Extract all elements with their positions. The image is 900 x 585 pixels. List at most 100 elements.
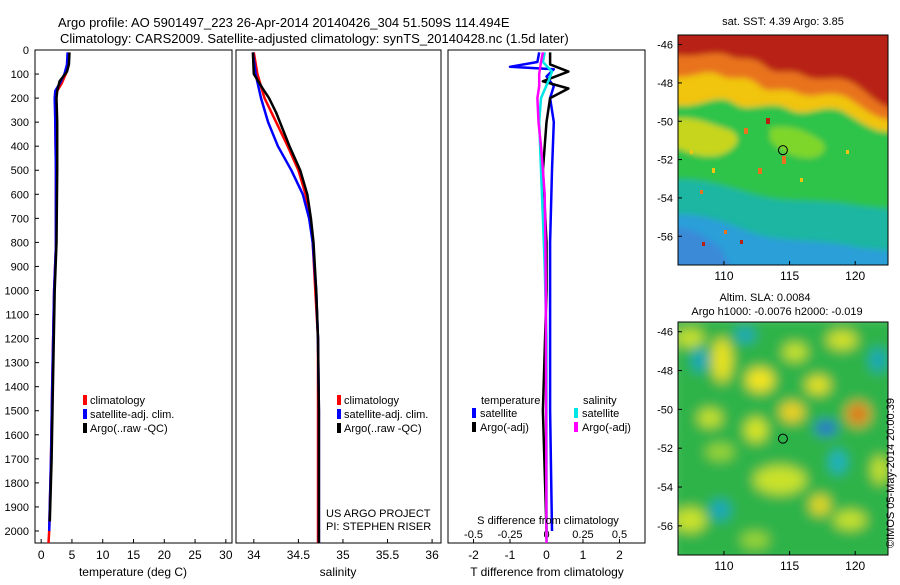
x-tick-label: 35 xyxy=(336,548,350,562)
depth-tick-label: 200 xyxy=(11,93,29,105)
footer-timestamp: ©IMOS 05-May-2014 20:00:39 xyxy=(885,398,897,548)
lat-tick-label: -56 xyxy=(657,231,673,243)
depth-tick-label: 300 xyxy=(11,117,29,129)
sst-map-axes: -46 -48 -50 -52 -54 -56 110 115 120 xyxy=(657,40,865,283)
depth-tick-label: 1300 xyxy=(5,358,29,370)
argo-position-marker xyxy=(777,145,788,156)
legend-argo: Argo(..raw -QC) xyxy=(344,423,422,435)
salinity-x-axis: 34 34.5 35 35.5 36 xyxy=(247,539,439,562)
difference-series xyxy=(508,52,570,544)
lat-tick-label: -48 xyxy=(657,78,673,90)
depth-tick-label: 1900 xyxy=(5,502,29,514)
legend-swatch-s-argo xyxy=(574,422,578,432)
x-tick-label: 34.5 xyxy=(287,548,311,562)
temperature-panel: 0100200300400500600700800900100011001200… xyxy=(5,45,233,579)
s-difference-label: S difference from climatology xyxy=(477,515,619,527)
argo-position-marker xyxy=(777,433,788,444)
legend-swatch-s-satellite xyxy=(574,408,578,418)
x-tick-label: -2 xyxy=(468,548,479,562)
depth-tick-label: 900 xyxy=(11,261,29,273)
x-tick-label: 34 xyxy=(247,548,261,562)
x-tick-label: 25 xyxy=(188,548,202,562)
lon-tick-label: 115 xyxy=(780,559,799,573)
lon-tick-label: 120 xyxy=(845,559,865,573)
sst-map-title: sat. SST: 4.39 Argo: 3.85 xyxy=(722,16,844,28)
x-tick-label: 36 xyxy=(425,548,439,562)
sst-heatmap xyxy=(678,35,888,265)
lat-tick-label: -54 xyxy=(657,193,673,205)
salinity-panel: 34 34.5 35 35.5 36 salinity climatology sate… xyxy=(235,49,442,579)
lon-tick-label: 110 xyxy=(714,269,733,283)
legend-s-satellite: satellite xyxy=(582,408,619,420)
depth-tick-label: 400 xyxy=(11,141,29,153)
lon-tick-label: 110 xyxy=(714,559,733,573)
sla-heatmap xyxy=(678,322,888,555)
legend-climatology: climatology xyxy=(344,395,400,407)
salinity-axes-frame xyxy=(235,49,442,544)
x-tick-label: 10 xyxy=(96,548,110,562)
depth-tick-label: 2000 xyxy=(5,526,29,538)
legend-t-satellite: satellite xyxy=(480,408,517,420)
x-tick-label: 35.5 xyxy=(376,548,400,562)
legend-swatch-satellite xyxy=(337,409,341,419)
header-line-2: Climatology: CARS2009. Satellite-adjuste… xyxy=(60,31,569,46)
lat-tick-label: -50 xyxy=(657,404,673,416)
legend-t-argo: Argo(-adj) xyxy=(480,422,529,434)
lat-tick-label: -52 xyxy=(657,155,673,167)
salinity-legend: climatology satellite-adj. clim. Argo(..… xyxy=(337,395,428,435)
depth-tick-label: 1200 xyxy=(5,334,29,346)
lat-tick-label: -52 xyxy=(657,443,673,455)
depth-tick-label: 800 xyxy=(11,237,29,249)
lon-tick-label: 120 xyxy=(845,269,865,283)
sla-map-title-1: Altim. SLA: 0.0084 xyxy=(719,292,810,304)
temperature-xlabel: temperature (deg C) xyxy=(79,565,187,579)
temperature-axes-frame xyxy=(34,49,233,544)
header-line-1: Argo profile: AO 5901497_223 26-Apr-2014… xyxy=(58,15,510,30)
salinity-xlabel: salinity xyxy=(320,565,357,579)
legend-swatch-satellite xyxy=(83,409,87,419)
x-tick-label: 5 xyxy=(69,548,76,562)
s-tick-label: -0.25 xyxy=(497,529,522,541)
legend-swatch-t-argo xyxy=(472,422,476,432)
legend-swatch-climatology xyxy=(83,395,87,405)
depth-tick-label: 700 xyxy=(11,213,29,225)
depth-tick-label: 1100 xyxy=(5,310,29,322)
sst-speckle xyxy=(690,118,849,246)
depth-tick-label: 100 xyxy=(11,69,29,81)
depth-tick-label: 1000 xyxy=(5,285,29,297)
legend-salinity-head: salinity xyxy=(583,395,617,407)
sla-map-axes: -46 -48 -50 -52 -54 -56 110 115 120 xyxy=(657,327,865,573)
legend-climatology: climatology xyxy=(90,395,146,407)
depth-tick-label: 600 xyxy=(11,189,29,201)
s-tick-label: 0.25 xyxy=(572,529,593,541)
x-tick-label: -1 xyxy=(505,548,516,562)
difference-legend: temperature salinity satellite Argo(-adj… xyxy=(472,395,631,434)
x-tick-label: 1 xyxy=(580,548,587,562)
legend-swatch-argo xyxy=(83,423,87,433)
series-line-argo-raw-qc- xyxy=(48,52,71,522)
lat-tick-label: -54 xyxy=(657,482,673,494)
difference-xlabel: T difference from climatology xyxy=(470,565,624,579)
x-tick-label: 0 xyxy=(543,548,550,562)
temperature-series xyxy=(47,52,71,544)
x-tick-label: 0 xyxy=(38,548,45,562)
series-line-climatology xyxy=(252,52,320,543)
lat-tick-label: -46 xyxy=(657,327,673,339)
series-line-satellite-adj-clim- xyxy=(251,52,321,543)
x-tick-label: 20 xyxy=(158,548,172,562)
legend-temperature-head: temperature xyxy=(481,395,540,407)
credit-pi: PI: STEPHEN RISER xyxy=(326,521,431,533)
sst-map-panel: sat. SST: 4.39 Argo: 3.85 xyxy=(657,16,889,283)
depth-tick-label: 1700 xyxy=(5,454,29,466)
lat-tick-label: -50 xyxy=(657,116,673,128)
credit-project: US ARGO PROJECT xyxy=(326,508,431,520)
temperature-legend: climatology satellite-adj. clim. Argo(..… xyxy=(83,395,174,435)
sla-map-frame xyxy=(677,321,889,556)
legend-satellite: satellite-adj. clim. xyxy=(344,409,428,421)
s-tick-label: 0.5 xyxy=(612,529,627,541)
sla-map-title-2: Argo h1000: -0.0076 h2000: -0.019 xyxy=(691,306,862,318)
sst-map-frame xyxy=(677,34,889,266)
depth-axis: 0 100 200 300 400 500 600 700 800 900 1000 1100 1200… xyxy=(5,45,39,538)
depth-tick-label: 0 xyxy=(23,45,29,57)
